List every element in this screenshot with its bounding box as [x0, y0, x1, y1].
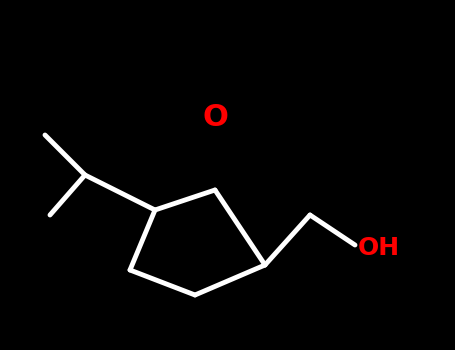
- Text: OH: OH: [358, 236, 400, 260]
- Text: O: O: [202, 104, 228, 133]
